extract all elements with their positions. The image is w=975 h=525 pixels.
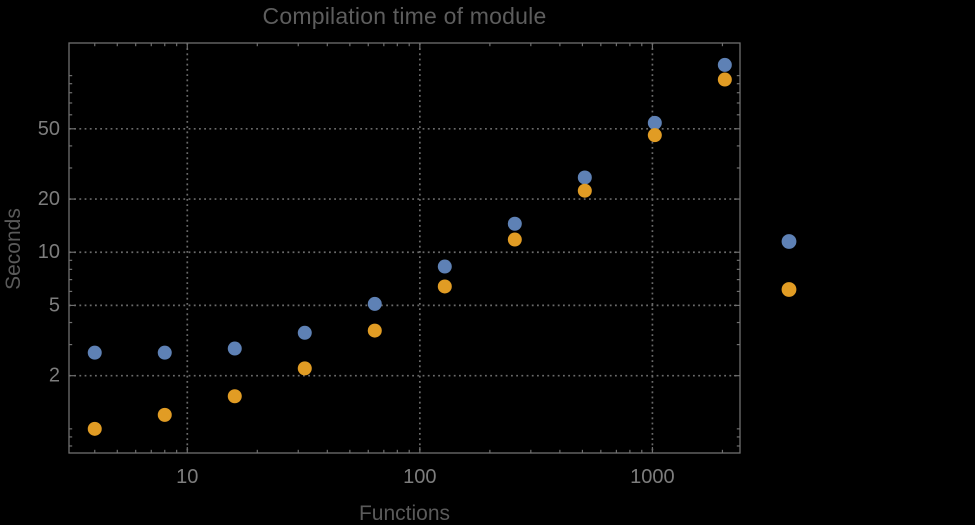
data-point-series-2-x128 [437,279,452,294]
data-point-series-1-x2048 [717,57,732,72]
data-point-series-1-x128 [437,259,452,274]
data-point-series-1-x64 [367,296,382,311]
x-axis-label: Functions [358,502,451,525]
data-point-series-1-x4 [87,345,102,360]
y-tick-label: 5 [49,294,60,316]
data-point-series-2-x4 [87,421,102,436]
y-tick-label: 10 [38,241,60,263]
data-point-series-1-x8 [157,345,172,360]
data-point-series-2-x1024 [647,128,662,143]
x-tick-label: 10 [176,466,198,488]
legend-marker-1 [781,234,797,249]
x-tick-label: 100 [403,466,436,488]
legend-marker-2 [781,282,797,297]
data-point-series-2-x512 [577,183,592,198]
data-point-series-1-x16 [227,341,242,356]
data-point-series-2-x64 [367,323,382,338]
data-point-series-1-x512 [577,170,592,185]
data-point-series-1-x1024 [647,115,662,130]
data-point-series-2-x32 [297,361,312,376]
data-point-series-1-x32 [297,325,312,340]
data-point-series-2-x8 [157,407,172,422]
plot-frame [68,42,741,454]
chart-title: Compilation time of module [262,3,547,29]
x-tick-label: 1000 [630,466,675,488]
data-point-series-2-x2048 [717,72,732,87]
y-axis-label: Seconds [2,208,25,290]
y-tick-label: 2 [49,365,60,387]
y-tick-label: 50 [38,118,60,140]
data-point-series-1-x256 [507,216,522,231]
data-point-series-2-x16 [227,389,242,404]
y-tick-label: 20 [38,188,60,210]
data-point-series-2-x256 [507,232,522,247]
